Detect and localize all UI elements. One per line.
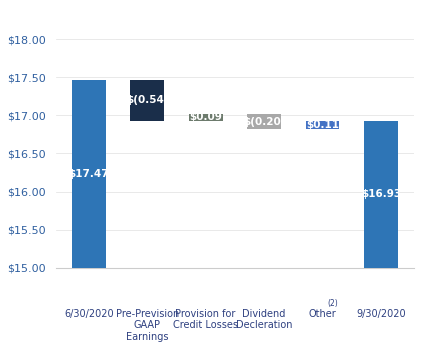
Text: $0.11: $0.11: [305, 120, 338, 130]
Text: Other: Other: [308, 309, 336, 319]
Text: $16.93: $16.93: [360, 189, 400, 199]
Text: $(0.20): $(0.20): [242, 117, 285, 127]
Bar: [247, 114, 280, 129]
Bar: [363, 121, 397, 268]
Text: Pre-Prevision
GAAP
Earnings: Pre-Prevision GAAP Earnings: [115, 309, 178, 342]
Text: Provision for
Credit Losses: Provision for Credit Losses: [173, 309, 238, 330]
Text: BOOK VALUE: BOOK VALUE: [149, 9, 277, 27]
Bar: [72, 80, 106, 268]
Text: (2): (2): [327, 299, 337, 308]
Text: 9/30/2020: 9/30/2020: [355, 309, 405, 319]
Text: $0.09: $0.09: [189, 113, 222, 122]
Text: 6/30/2020: 6/30/2020: [64, 309, 113, 319]
Text: $(0.54): $(0.54): [126, 95, 168, 105]
Text: Dividend
Decleration: Dividend Decleration: [235, 309, 292, 330]
Bar: [188, 114, 222, 121]
Bar: [130, 80, 164, 121]
Bar: [305, 121, 339, 129]
Text: $17.47: $17.47: [68, 169, 109, 179]
